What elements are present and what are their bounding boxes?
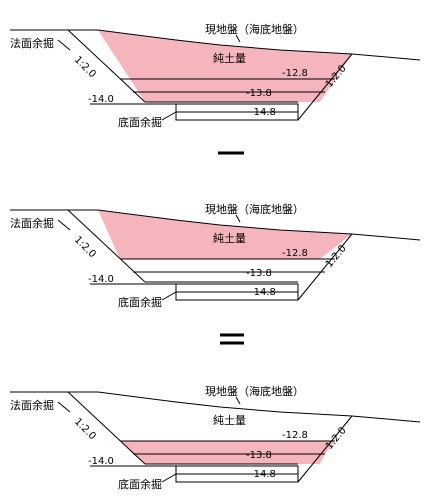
- panel-3-ground-leader: [235, 396, 241, 405]
- panel-1-pink-area: [98, 30, 352, 102]
- panel-1-bottom-excess-leader: [161, 111, 177, 121]
- panel-2: 現地盤（海底地盤） 純土量 法面余掘 底面余掘 -12.8 -13.8 -14.…: [10, 202, 421, 309]
- panel-2-bottom-excess-leader: [161, 291, 177, 301]
- equals-operator: [220, 333, 244, 345]
- panel-3-level-d: -14.0: [88, 456, 114, 467]
- panel-3-net-soil-label: 純土量: [213, 414, 246, 427]
- panel-1-ground-leader: [235, 34, 241, 43]
- panel-3-level-b: -13.8: [246, 450, 272, 461]
- panel-2-ground-label: 現地盤（海底地盤）: [205, 202, 304, 216]
- panel-1-level-c: -14.8: [250, 107, 276, 118]
- panel-1-right-slope: [297, 53, 353, 121]
- panel-3-ground-label: 現地盤（海底地盤）: [205, 384, 304, 398]
- panel-3-slope-excess-label: 法面余掘: [10, 398, 54, 412]
- panel-2-level-b: -13.8: [246, 268, 272, 279]
- panel-1-level-d: -14.0: [88, 94, 114, 105]
- panel-3-left-slope: [67, 391, 146, 465]
- panel-1-ground-label: 現地盤（海底地盤）: [205, 22, 304, 36]
- panel-2-slope-excess-label: 法面余掘: [10, 216, 54, 230]
- panel-3: 現地盤（海底地盤） 純土量 法面余掘 底面余掘 -12.8 -13.8 -14.…: [10, 384, 421, 491]
- panel-1-level-a: -12.8: [282, 68, 308, 79]
- panel-3-slope-excess-leader: [57, 401, 71, 413]
- panel-2-level-a: -12.8: [282, 248, 308, 259]
- panel-3-level-a: -12.8: [282, 430, 308, 441]
- panel-2-right-slope: [297, 233, 353, 301]
- panel-2-net-soil-label: 純土量: [213, 232, 246, 245]
- panel-2-left-slope: [67, 209, 146, 283]
- panel-3-slope-right: 1:2.0: [324, 425, 349, 452]
- panel-2-pink-area: [98, 210, 352, 259]
- panel-1-level-b: -13.8: [246, 88, 272, 99]
- panel-2-ground-leader: [235, 214, 241, 223]
- panel-1-left-slope: [67, 29, 146, 103]
- panel-1-slope-excess-label: 法面余掘: [10, 36, 54, 50]
- panel-2-slope-excess-leader: [57, 219, 71, 231]
- panel-3-level-c: -14.8: [250, 469, 276, 480]
- panel-2-level-d: -14.0: [88, 274, 114, 285]
- panel-3-pink-area: [120, 441, 335, 464]
- panel-2-bottom-excess-label: 底面余掘: [118, 295, 162, 309]
- panel-2-slope-left: 1:2.0: [72, 234, 98, 260]
- panel-1-bottom-excess-label: 底面余掘: [118, 115, 162, 129]
- panel-3-bottom-excess-leader: [161, 473, 177, 483]
- panel-1-net-soil-label: 純土量: [213, 52, 246, 65]
- panel-1: 現地盤（海底地盤） 純土量 法面余掘 底面余掘 -12.8 -13.8 -14.…: [10, 22, 421, 129]
- panel-3-slope-left: 1:2.0: [72, 416, 98, 442]
- panel-1-slope-left: 1:2.0: [72, 54, 98, 80]
- panel-3-bottom-excess-label: 底面余掘: [118, 477, 162, 491]
- panel-1-slope-excess-leader: [57, 39, 71, 51]
- panel-3-right-slope: [297, 415, 353, 483]
- panel-2-level-c: -14.8: [250, 287, 276, 298]
